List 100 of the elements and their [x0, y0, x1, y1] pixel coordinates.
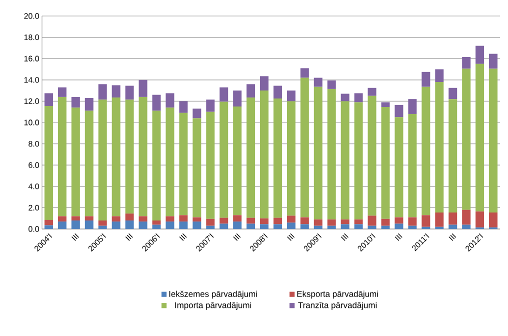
bar — [381, 226, 390, 229]
bar — [260, 224, 269, 229]
bar — [44, 93, 53, 106]
bar — [125, 214, 134, 220]
bar — [84, 110, 94, 216]
bar — [448, 212, 458, 225]
bar — [58, 96, 66, 216]
bar — [138, 216, 148, 222]
bar — [286, 101, 296, 216]
bar — [112, 222, 120, 229]
bar — [476, 64, 484, 212]
bar — [260, 76, 269, 91]
bar — [340, 224, 350, 229]
bar — [435, 82, 444, 212]
bar — [300, 217, 309, 224]
bar — [138, 96, 148, 216]
bar — [489, 54, 498, 69]
bar — [192, 118, 202, 218]
bar — [98, 100, 107, 220]
bar — [71, 96, 80, 108]
bar — [84, 216, 94, 220]
bar — [233, 106, 242, 216]
bar — [233, 90, 242, 107]
legend-label: Eksporta pārvadājumi — [297, 290, 378, 299]
bar — [462, 68, 471, 210]
bar — [408, 99, 417, 114]
bar — [314, 219, 322, 226]
bar — [44, 220, 53, 226]
bar — [71, 216, 80, 220]
bar — [273, 218, 282, 224]
bar — [179, 215, 188, 222]
bar — [84, 220, 94, 229]
bar — [206, 100, 215, 112]
bar — [220, 218, 228, 224]
bar — [58, 216, 66, 222]
bar — [58, 87, 66, 97]
bar — [381, 107, 390, 219]
bar — [192, 217, 202, 222]
bar — [489, 68, 498, 212]
bar — [138, 80, 148, 97]
bar — [368, 88, 376, 96]
bar — [408, 217, 417, 226]
bar — [152, 110, 161, 220]
bar — [354, 219, 363, 224]
bar — [206, 226, 215, 229]
bar — [206, 218, 215, 226]
bar — [71, 220, 80, 229]
bar — [435, 69, 444, 82]
bar — [422, 72, 430, 87]
bar — [44, 106, 53, 220]
bar — [327, 226, 336, 229]
bar — [220, 87, 228, 102]
bar — [286, 222, 296, 229]
bar — [422, 86, 430, 216]
bar — [152, 220, 161, 225]
bar — [246, 224, 256, 229]
bar — [408, 114, 417, 218]
bar — [98, 84, 107, 100]
bar — [138, 222, 148, 229]
bar — [125, 100, 134, 214]
bar — [166, 93, 174, 108]
bar — [152, 224, 161, 229]
bar — [260, 218, 269, 224]
bar — [476, 46, 484, 64]
bar — [448, 88, 458, 100]
bar — [246, 218, 256, 224]
bar — [394, 224, 404, 229]
bar — [394, 217, 404, 224]
bar — [58, 222, 66, 229]
bar — [112, 97, 120, 216]
legend-label: Iekšzemes pārvadājumi — [169, 290, 257, 299]
bar — [408, 226, 417, 229]
bar — [220, 224, 228, 229]
bar — [152, 94, 161, 111]
bar — [44, 225, 53, 229]
bar — [246, 97, 256, 218]
bar — [192, 222, 202, 229]
bar — [71, 108, 80, 216]
bar — [192, 108, 202, 118]
bar — [354, 102, 363, 220]
bar — [354, 93, 363, 102]
bar — [368, 216, 376, 226]
bar — [448, 224, 458, 229]
bar — [476, 211, 484, 228]
bar — [125, 86, 134, 100]
bar — [462, 224, 471, 229]
bar — [462, 57, 471, 69]
bar — [260, 90, 269, 218]
bar — [462, 210, 471, 225]
bar — [98, 226, 107, 229]
bar — [273, 224, 282, 229]
bar — [84, 98, 94, 111]
bar — [112, 216, 120, 222]
legend-label: Tranzīta pārvadājumi — [298, 302, 377, 310]
bar — [246, 84, 256, 98]
bar — [233, 215, 242, 222]
bar — [179, 101, 188, 113]
legend-label: Importa pārvadājumi — [175, 302, 252, 310]
bar — [286, 216, 296, 223]
bar — [314, 86, 322, 220]
